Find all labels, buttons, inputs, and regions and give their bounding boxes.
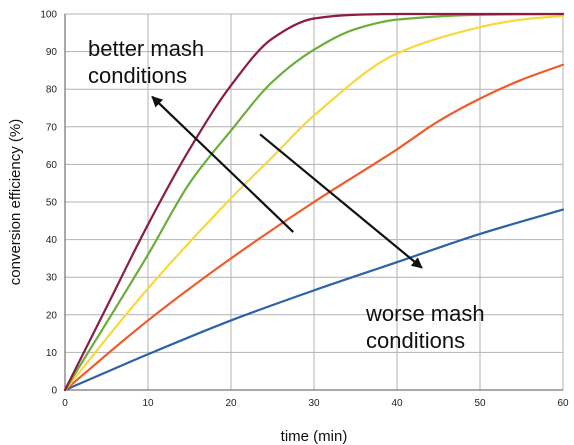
y-tick-label: 60 — [46, 160, 58, 171]
y-tick-label: 0 — [51, 386, 57, 397]
x-axis-title: time (min) — [281, 428, 348, 445]
y-tick-label: 100 — [40, 10, 57, 21]
x-tick-label: 60 — [557, 398, 569, 409]
series-line-2 — [63, 63, 565, 392]
tick-labels: 0 10 20 30 40 50 60 70 80 90 100 0 10 20 30 40 50 60 — [40, 10, 569, 410]
x-tick-label: 20 — [225, 398, 237, 409]
x-tick-label: 50 — [474, 398, 486, 409]
y-axis-title: conversion efficiency (%) — [7, 119, 24, 285]
series-line-4 — [63, 12, 565, 392]
y-tick-label: 90 — [46, 47, 58, 58]
x-tick-label: 0 — [62, 398, 68, 409]
series-group — [63, 12, 565, 392]
y-tick-label: 30 — [46, 273, 58, 284]
x-tick-label: 30 — [308, 398, 320, 409]
annotation-text-1: better mash — [88, 36, 204, 61]
x-tick-label: 40 — [391, 398, 403, 409]
series-line-5 — [63, 12, 565, 392]
annotation-arrow-2 — [259, 133, 423, 269]
annotation-text-2: conditions — [366, 328, 465, 353]
y-tick-label: 10 — [46, 348, 58, 359]
y-tick-label: 50 — [46, 198, 58, 209]
y-tick-label: 70 — [46, 122, 58, 133]
y-tick-label: 20 — [46, 310, 58, 321]
y-tick-label: 80 — [46, 85, 58, 96]
gridlines — [64, 13, 564, 391]
series-line-1 — [63, 208, 565, 392]
series-line-3 — [63, 14, 565, 392]
y-tick-label: 40 — [46, 235, 58, 246]
annotation-text-2: worse mash — [365, 301, 485, 326]
x-tick-label: 10 — [142, 398, 154, 409]
annotation-text-1: conditions — [88, 63, 187, 88]
annotation-arrow-1 — [151, 95, 295, 233]
